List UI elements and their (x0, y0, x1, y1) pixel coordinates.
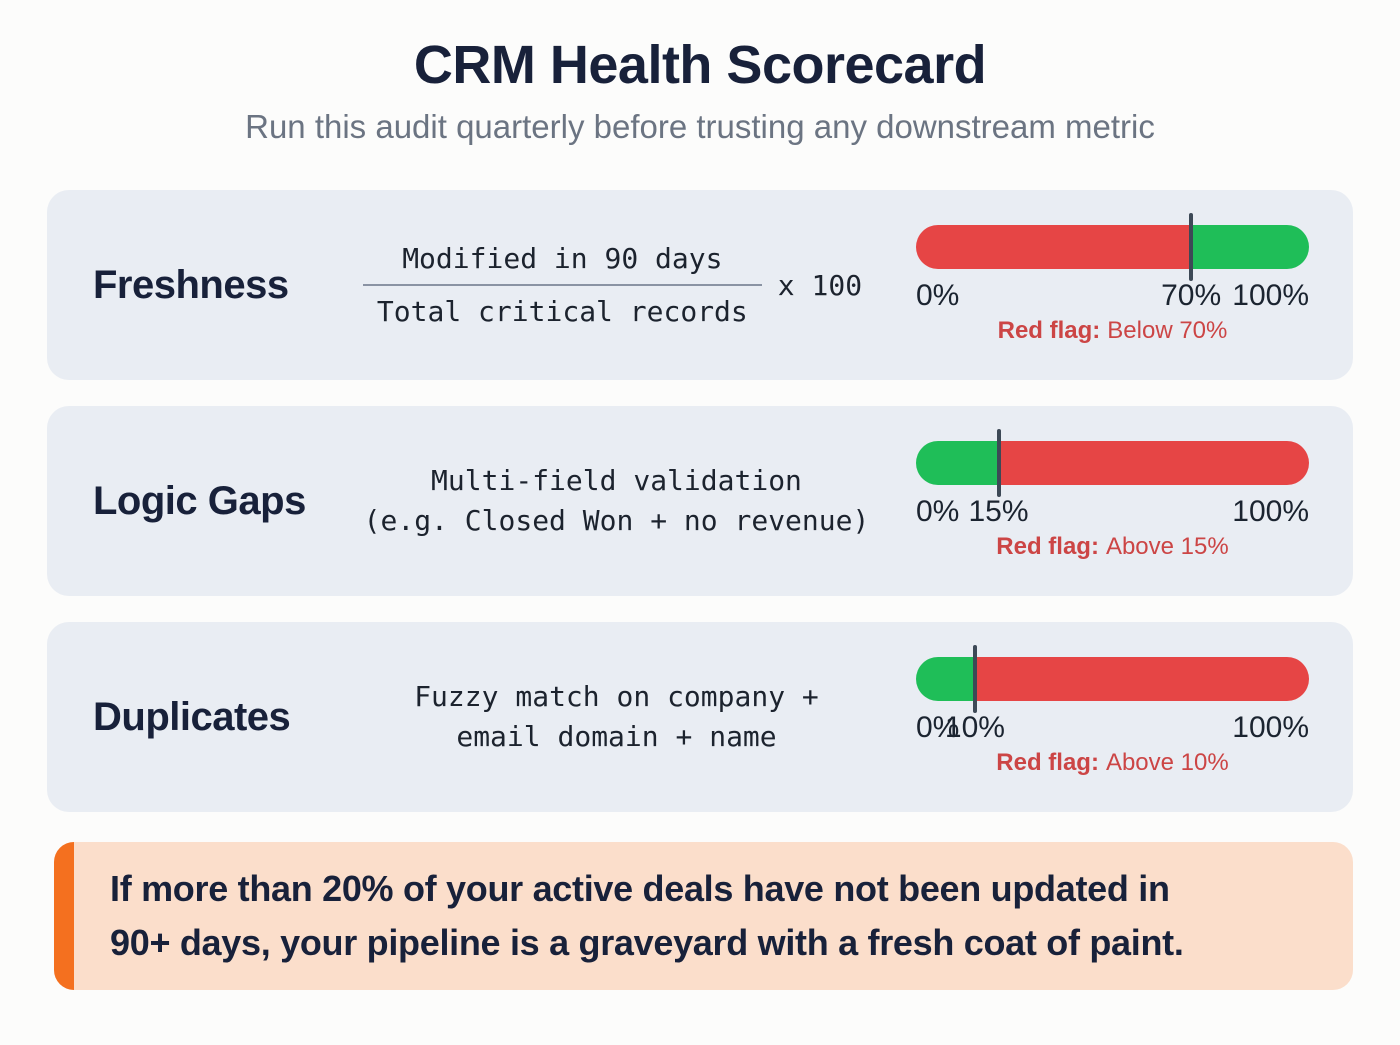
red-flag-prefix: Red flag: (996, 749, 1099, 777)
gauge-threshold-tick (1189, 213, 1194, 282)
formula-fraction: Modified in 90 days Total critical recor… (362, 242, 863, 329)
gauge-bar (916, 213, 1309, 282)
page-subtitle: Run this audit quarterly before trusting… (245, 108, 1155, 146)
formula-line-1: Multi-field validation (431, 463, 802, 497)
page-title: CRM Health Scorecard (413, 35, 987, 95)
metric-formula: Fuzzy match on company + email domain + … (317, 677, 916, 758)
formula-line-1: Fuzzy match on company + (414, 679, 819, 713)
red-flag-note: Red flag: Below 70% (916, 317, 1309, 345)
red-flag-value: Above 15% (1105, 533, 1229, 561)
gauge: 0% 10% 100% Red flag: Above 10% (916, 645, 1309, 777)
metric-card: Logic Gaps Multi-field validation (e.g. … (47, 406, 1353, 597)
fraction: Modified in 90 days Total critical recor… (362, 242, 762, 329)
formula-line-2: email domain + name (456, 720, 777, 754)
metric-label: Logic Gaps (93, 478, 306, 523)
gauge-threshold-tick (972, 645, 977, 714)
metric-label: Duplicates (93, 694, 291, 739)
gauge-bar (916, 645, 1309, 714)
gauge: 0% 70% 100% Red flag: Below 70% (916, 213, 1309, 345)
red-flag-value: Below 70% (1107, 317, 1228, 345)
formula-text: Multi-field validation (e.g. Closed Won … (364, 461, 870, 542)
gauge-axis-label: 100% (1232, 711, 1309, 745)
gauge-axis-label: 100% (1232, 495, 1309, 529)
gauge-threshold-tick (996, 429, 1001, 498)
gauge-bar-track (916, 441, 1309, 486)
header: CRM Health Scorecard Run this audit quar… (0, 0, 1400, 146)
gauge-segment-red (916, 225, 1192, 270)
warning-callout: If more than 20% of your active deals ha… (54, 842, 1353, 991)
formula-text: Fuzzy match on company + email domain + … (414, 677, 819, 758)
fraction-line (362, 284, 762, 287)
formula-denominator: Total critical records (376, 295, 748, 329)
formula-multiplier: x 100 (777, 268, 863, 302)
red-flag-prefix: Red flag: (996, 533, 1099, 561)
gauge-axis-label: 0% (916, 711, 960, 745)
red-flag-note: Red flag: Above 10% (916, 749, 1309, 777)
gauge-segment-red (998, 441, 1309, 486)
gauge-axis-labels: 0% 70% 100% (916, 277, 1309, 315)
red-flag-value: Above 10% (1105, 749, 1229, 777)
metric-card: Freshness Modified in 90 days Total crit… (47, 190, 1353, 381)
callout-text-line-1: If more than 20% of your active deals ha… (110, 868, 1170, 910)
callout-accent-bar (54, 842, 74, 991)
red-flag-prefix: Red flag: (997, 317, 1101, 345)
red-flag-note: Red flag: Above 15% (916, 533, 1309, 561)
gauge-segment-green (916, 657, 975, 702)
gauge-axis-label: 0% (916, 279, 960, 313)
gauge-segment-green (1191, 225, 1309, 270)
gauge-segment-red (974, 657, 1309, 702)
metric-formula: Multi-field validation (e.g. Closed Won … (317, 461, 916, 542)
formula-line-2: (e.g. Closed Won + no revenue) (363, 504, 870, 538)
gauge: 0% 15% 100% Red flag: Above 15% (916, 429, 1309, 561)
gauge-axis-label: 0% (916, 495, 960, 529)
gauge-axis-label: 10% (944, 711, 1005, 745)
formula-numerator: Modified in 90 days (402, 242, 723, 276)
scorecard-rows: Freshness Modified in 90 days Total crit… (47, 190, 1353, 813)
gauge-bar (916, 429, 1309, 498)
callout-text-line-2: 90+ days, your pipeline is a graveyard w… (110, 922, 1184, 964)
gauge-bar-track (916, 657, 1309, 702)
gauge-axis-labels: 0% 10% 100% (916, 709, 1309, 747)
gauge-segment-green (916, 441, 999, 486)
metric-card: Duplicates Fuzzy match on company + emai… (47, 622, 1353, 813)
gauge-axis-label: 100% (1232, 279, 1309, 313)
metric-formula: Modified in 90 days Total critical recor… (317, 242, 916, 328)
gauge-bar-track (916, 225, 1309, 270)
gauge-axis-labels: 0% 15% 100% (916, 493, 1309, 531)
metric-label: Freshness (93, 262, 289, 307)
gauge-axis-label: 15% (968, 495, 1029, 529)
gauge-axis-label: 70% (1161, 279, 1222, 313)
